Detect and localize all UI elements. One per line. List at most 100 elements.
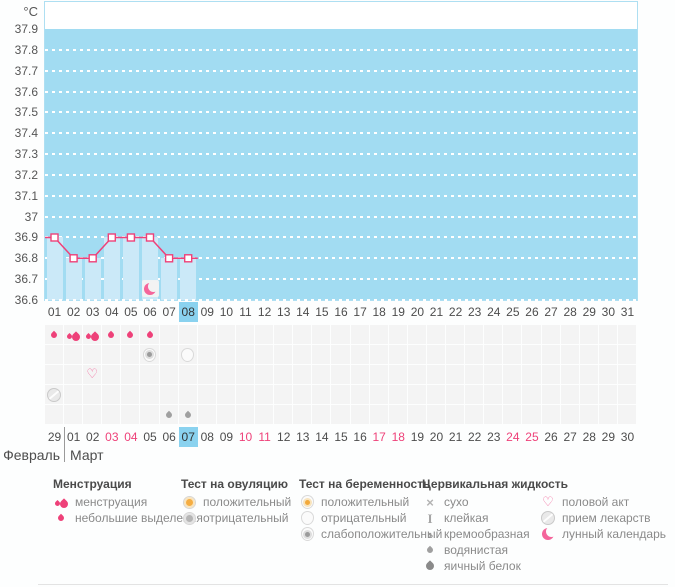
- date-cell-26[interactable]: 26: [542, 427, 561, 447]
- cycle-day-05[interactable]: 05: [121, 302, 140, 322]
- cycle-day-02[interactable]: 02: [64, 302, 83, 322]
- cycle-day-15[interactable]: 15: [312, 302, 331, 322]
- cervical-fluid-cell: [522, 405, 541, 425]
- legend-item-label: менструация: [75, 495, 147, 509]
- cycle-day-16[interactable]: 16: [331, 302, 350, 322]
- intercourse-cell: [408, 365, 427, 385]
- cervical-fluid-cell: [160, 405, 179, 425]
- date-cell-10[interactable]: 10: [236, 427, 255, 447]
- cycle-day-09[interactable]: 09: [198, 302, 217, 322]
- date-cell-20[interactable]: 20: [427, 427, 446, 447]
- legend-item-label: клейкая: [444, 511, 488, 525]
- legend-item-icon-box: [422, 528, 438, 540]
- pregnancy-test-cell: [408, 345, 427, 365]
- pregnancy-test-cell: [522, 345, 541, 365]
- cycle-day-12[interactable]: 12: [255, 302, 274, 322]
- date-cell-23[interactable]: 23: [484, 427, 503, 447]
- legend-item: яичный белок: [422, 558, 568, 574]
- legend-item-label: лунный календарь: [562, 527, 666, 541]
- dry-icon: [426, 496, 434, 509]
- pregnancy-test-cell: [370, 345, 389, 365]
- cycle-day-24[interactable]: 24: [484, 302, 503, 322]
- menstruation-cell: [64, 325, 83, 345]
- date-cell-24[interactable]: 24: [503, 427, 522, 447]
- date-cell-15[interactable]: 15: [331, 427, 350, 447]
- cycle-day-11[interactable]: 11: [236, 302, 255, 322]
- date-cell-29[interactable]: 29: [599, 427, 618, 447]
- cycle-day-20[interactable]: 20: [408, 302, 427, 322]
- menstruation-cell: [408, 325, 427, 345]
- cycle-day-17[interactable]: 17: [351, 302, 370, 322]
- date-cell-11[interactable]: 11: [255, 427, 274, 447]
- cycle-day-31[interactable]: 31: [618, 302, 637, 322]
- date-cell-8[interactable]: 08: [198, 427, 217, 447]
- legend-item-label: половой акт: [562, 495, 629, 509]
- pregnancy-test-cell: [198, 345, 217, 365]
- cycle-day-08[interactable]: 08: [179, 302, 198, 322]
- date-cell-7[interactable]: 07: [179, 427, 198, 447]
- cycle-day-07[interactable]: 07: [160, 302, 179, 322]
- cervical-fluid-cell: [370, 405, 389, 425]
- pregnancy-test-cell: [255, 345, 274, 365]
- cycle-day-21[interactable]: 21: [427, 302, 446, 322]
- spotting-icon: [126, 330, 134, 338]
- cycle-day-23[interactable]: 23: [465, 302, 484, 322]
- intercourse-cell: [561, 365, 580, 385]
- y-tick-label: 36.8: [0, 251, 38, 265]
- legend-item-label: отрицательный: [203, 511, 288, 525]
- date-cell-30[interactable]: 30: [618, 427, 637, 447]
- cycle-day-30[interactable]: 30: [599, 302, 618, 322]
- date-cell-0[interactable]: 29: [45, 427, 64, 447]
- cycle-day-28[interactable]: 28: [561, 302, 580, 322]
- date-cell-2[interactable]: 02: [83, 427, 102, 447]
- cycle-day-19[interactable]: 19: [389, 302, 408, 322]
- date-cell-25[interactable]: 25: [522, 427, 541, 447]
- menstruation-cell: [179, 325, 198, 345]
- date-cell-21[interactable]: 21: [446, 427, 465, 447]
- date-cell-3[interactable]: 03: [102, 427, 121, 447]
- medication-cell: [83, 385, 102, 405]
- date-cell-19[interactable]: 19: [408, 427, 427, 447]
- data-point: [166, 255, 173, 262]
- medication-cell: [408, 385, 427, 405]
- legend-group-header: Тест на овуляцию: [181, 477, 291, 494]
- cycle-day-01[interactable]: 01: [45, 302, 64, 322]
- date-cell-13[interactable]: 13: [293, 427, 312, 447]
- legend-item-icon-box: [299, 511, 315, 525]
- cycle-day-27[interactable]: 27: [542, 302, 561, 322]
- legend: Менструацияменструациянебольшие выделени…: [0, 477, 675, 577]
- date-cell-17[interactable]: 17: [370, 427, 389, 447]
- cycle-day-03[interactable]: 03: [83, 302, 102, 322]
- date-cell-12[interactable]: 12: [274, 427, 293, 447]
- y-tick-label: 37.5: [0, 105, 38, 119]
- date-cell-18[interactable]: 18: [389, 427, 408, 447]
- pregnancy-test-cell: [561, 345, 580, 365]
- date-cell-14[interactable]: 14: [312, 427, 331, 447]
- date-cell-22[interactable]: 22: [465, 427, 484, 447]
- cycle-day-14[interactable]: 14: [293, 302, 312, 322]
- menstruation-cell: [542, 325, 561, 345]
- date-cell-9[interactable]: 09: [217, 427, 236, 447]
- date-cell-5[interactable]: 05: [140, 427, 159, 447]
- cycle-day-13[interactable]: 13: [274, 302, 293, 322]
- pregnancy-test-cell: [446, 345, 465, 365]
- cycle-day-18[interactable]: 18: [370, 302, 389, 322]
- date-cell-1[interactable]: 01: [64, 427, 83, 447]
- temperature-unit-label: °C: [0, 4, 38, 19]
- cycle-day-06[interactable]: 06: [140, 302, 159, 322]
- date-cell-6[interactable]: 06: [160, 427, 179, 447]
- cycle-day-29[interactable]: 29: [580, 302, 599, 322]
- legend-item: слабоположительный: [299, 526, 442, 542]
- date-cell-28[interactable]: 28: [580, 427, 599, 447]
- date-cell-27[interactable]: 27: [561, 427, 580, 447]
- date-cell-16[interactable]: 16: [351, 427, 370, 447]
- cycle-day-04[interactable]: 04: [102, 302, 121, 322]
- medication-cell: [198, 385, 217, 405]
- cycle-day-26[interactable]: 26: [522, 302, 541, 322]
- cycle-day-22[interactable]: 22: [446, 302, 465, 322]
- cycle-day-25[interactable]: 25: [503, 302, 522, 322]
- cycle-day-10[interactable]: 10: [217, 302, 236, 322]
- date-cell-4[interactable]: 04: [121, 427, 140, 447]
- intercourse-cell: [427, 365, 446, 385]
- cervical-fluid-cell: [331, 405, 350, 425]
